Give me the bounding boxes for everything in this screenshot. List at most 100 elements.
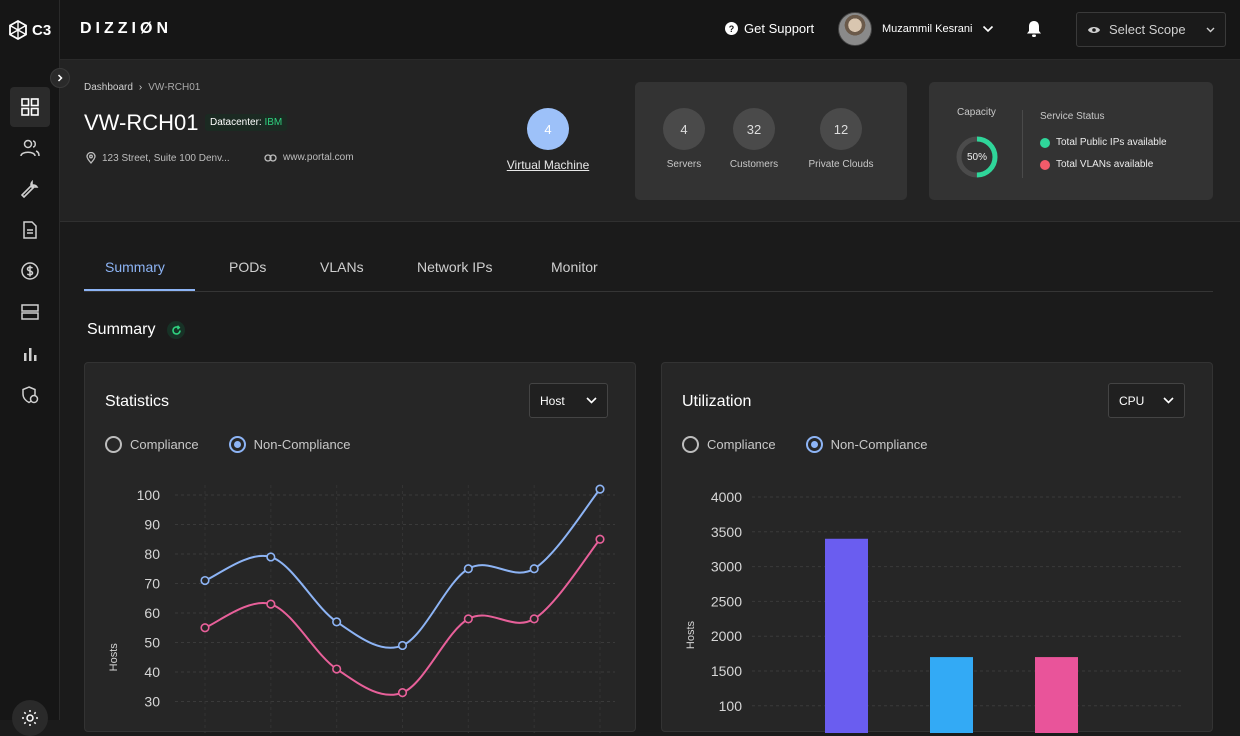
radio-button[interactable] [105, 436, 122, 453]
get-support-button[interactable]: ? Get Support [725, 21, 814, 36]
brand-logo[interactable]: DIZZIØN [80, 20, 172, 37]
statistics-radio-non-compliance[interactable]: Non-Compliance [228, 436, 350, 453]
nav-documents[interactable] [10, 210, 50, 250]
tab-pods[interactable]: PODs [229, 259, 267, 275]
svg-text:?: ? [729, 24, 735, 34]
data-point[interactable] [397, 688, 408, 698]
utilization-radio-non-compliance[interactable]: Non-Compliance [805, 436, 928, 453]
resource-header: Dashboard › VW-RCH01 VW-RCH01 Datacenter… [60, 60, 1240, 222]
notifications-button[interactable] [1026, 20, 1042, 43]
chevron-down-icon [586, 397, 597, 404]
tab-network-ips[interactable]: Network IPs [417, 259, 493, 275]
virtual-machine-count: 4 [527, 108, 569, 150]
nav-dashboard[interactable] [10, 87, 50, 127]
page-title: VW-RCH01 [84, 110, 199, 135]
theme-toggle-button[interactable] [12, 700, 48, 736]
status-dot [1040, 137, 1050, 148]
nav-tools[interactable] [10, 169, 50, 209]
nav-security[interactable] [10, 375, 50, 415]
radio-button[interactable] [682, 436, 699, 453]
utilization-radio-compliance[interactable]: Compliance [682, 436, 776, 453]
summary-title: Summary [87, 321, 156, 338]
breadcrumb-separator: › [138, 82, 143, 93]
stat-servers[interactable]: 4 Servers [663, 108, 705, 170]
radio-label: Non-Compliance [830, 437, 928, 452]
grid-icon [21, 98, 39, 116]
y-tick-label: 60 [144, 605, 160, 621]
help-icon: ? [725, 22, 738, 35]
nav-servers[interactable] [10, 292, 50, 332]
data-point[interactable] [200, 623, 210, 633]
address-text: 123 Street, Suite 100 Denv... [102, 152, 230, 164]
tab-summary[interactable]: Summary [105, 259, 165, 275]
statistics-title: Statistics [105, 393, 170, 410]
y-axis-label: Hosts [108, 643, 120, 672]
refresh-button[interactable] [167, 321, 186, 339]
y-tick-label: 3500 [711, 524, 742, 540]
utilization-bar-chart: 4000 3500 3000 2500 2000 1500 100 Hosts [685, 489, 1182, 733]
bar[interactable] [1035, 657, 1078, 733]
nav-billing[interactable] [10, 251, 50, 291]
short-logo[interactable]: C3 [8, 20, 51, 40]
y-tick-label: 80 [144, 546, 160, 562]
breadcrumb-root[interactable]: Dashboard [84, 82, 133, 93]
utilization-title: Utilization [682, 393, 752, 410]
y-axis-label: Hosts [685, 620, 697, 649]
website[interactable]: www.portal.com [264, 152, 354, 163]
resource-stats-card: 4 Servers 32 Customers 12 Private Clouds [635, 82, 907, 200]
status-dot [1040, 159, 1050, 170]
user-menu[interactable]: Muzammil Kesrani [838, 12, 994, 46]
expand-sidebar-button[interactable] [50, 68, 70, 88]
tab-monitor[interactable]: Monitor [551, 259, 598, 275]
data-point[interactable] [529, 564, 539, 574]
stat-private-clouds-value: 12 [820, 108, 862, 150]
sun-icon [22, 710, 38, 726]
radio-button-selected[interactable] [228, 436, 246, 453]
statistics-card: Statistics Host Compliance Non-Complianc… [84, 362, 636, 733]
nav-users[interactable] [10, 128, 50, 168]
data-point[interactable] [332, 617, 342, 627]
utilization-radio-group: Compliance Non-Compliance [682, 436, 927, 453]
data-point[interactable] [595, 484, 605, 494]
stat-private-clouds[interactable]: 12 Private Clouds [808, 108, 874, 170]
users-icon [20, 139, 40, 157]
nav-reports[interactable] [10, 333, 50, 373]
data-point[interactable] [595, 534, 605, 544]
capacity-card: Capacity 50% Service Status Total Public… [929, 82, 1213, 200]
y-tick-label: 100 [137, 487, 161, 503]
datacenter-label: Datacenter: [210, 117, 262, 128]
select-scope-dropdown[interactable]: Select Scope [1076, 12, 1226, 47]
chevron-down-icon [1163, 397, 1174, 404]
data-point[interactable] [397, 640, 408, 651]
y-tick-label: 30 [144, 694, 160, 710]
data-point[interactable] [529, 614, 539, 624]
bell-icon [1027, 21, 1041, 37]
user-name: Muzammil Kesrani [882, 23, 973, 35]
utilization-dropdown[interactable]: CPU [1108, 383, 1185, 418]
radio-label: Compliance [707, 437, 776, 452]
data-point[interactable] [463, 614, 473, 624]
virtual-machine-link[interactable]: Virtual Machine [506, 158, 590, 172]
virtual-machine-summary[interactable]: 4 Virtual Machine [498, 108, 598, 172]
datacenter-badge: Datacenter: IBM [205, 114, 288, 131]
service-status-public-ips-label: Total Public IPs available [1056, 137, 1167, 148]
y-tick-label: 4000 [711, 489, 742, 505]
data-point[interactable] [332, 664, 342, 674]
data-point[interactable] [200, 575, 210, 586]
y-tick-label: 50 [144, 635, 160, 651]
address: 123 Street, Suite 100 Denv... [86, 152, 230, 164]
bar[interactable] [825, 538, 868, 733]
data-point[interactable] [463, 564, 473, 574]
radio-button-selected[interactable] [805, 436, 823, 453]
bar[interactable] [930, 657, 973, 733]
statistics-radio-compliance[interactable]: Compliance [105, 436, 199, 453]
top-bar: DIZZIØN ? Get Support Muzammil Kesrani S… [60, 0, 1240, 60]
tab-vlans[interactable]: VLANs [320, 259, 364, 275]
data-point[interactable] [266, 552, 276, 562]
stat-customers-label: Customers [729, 159, 779, 170]
breadcrumb: Dashboard › VW-RCH01 [84, 82, 200, 93]
stat-customers[interactable]: 32 Customers [730, 108, 778, 170]
data-point[interactable] [266, 599, 276, 609]
summary-section-title: Summary [87, 321, 186, 339]
statistics-dropdown[interactable]: Host [529, 383, 608, 418]
